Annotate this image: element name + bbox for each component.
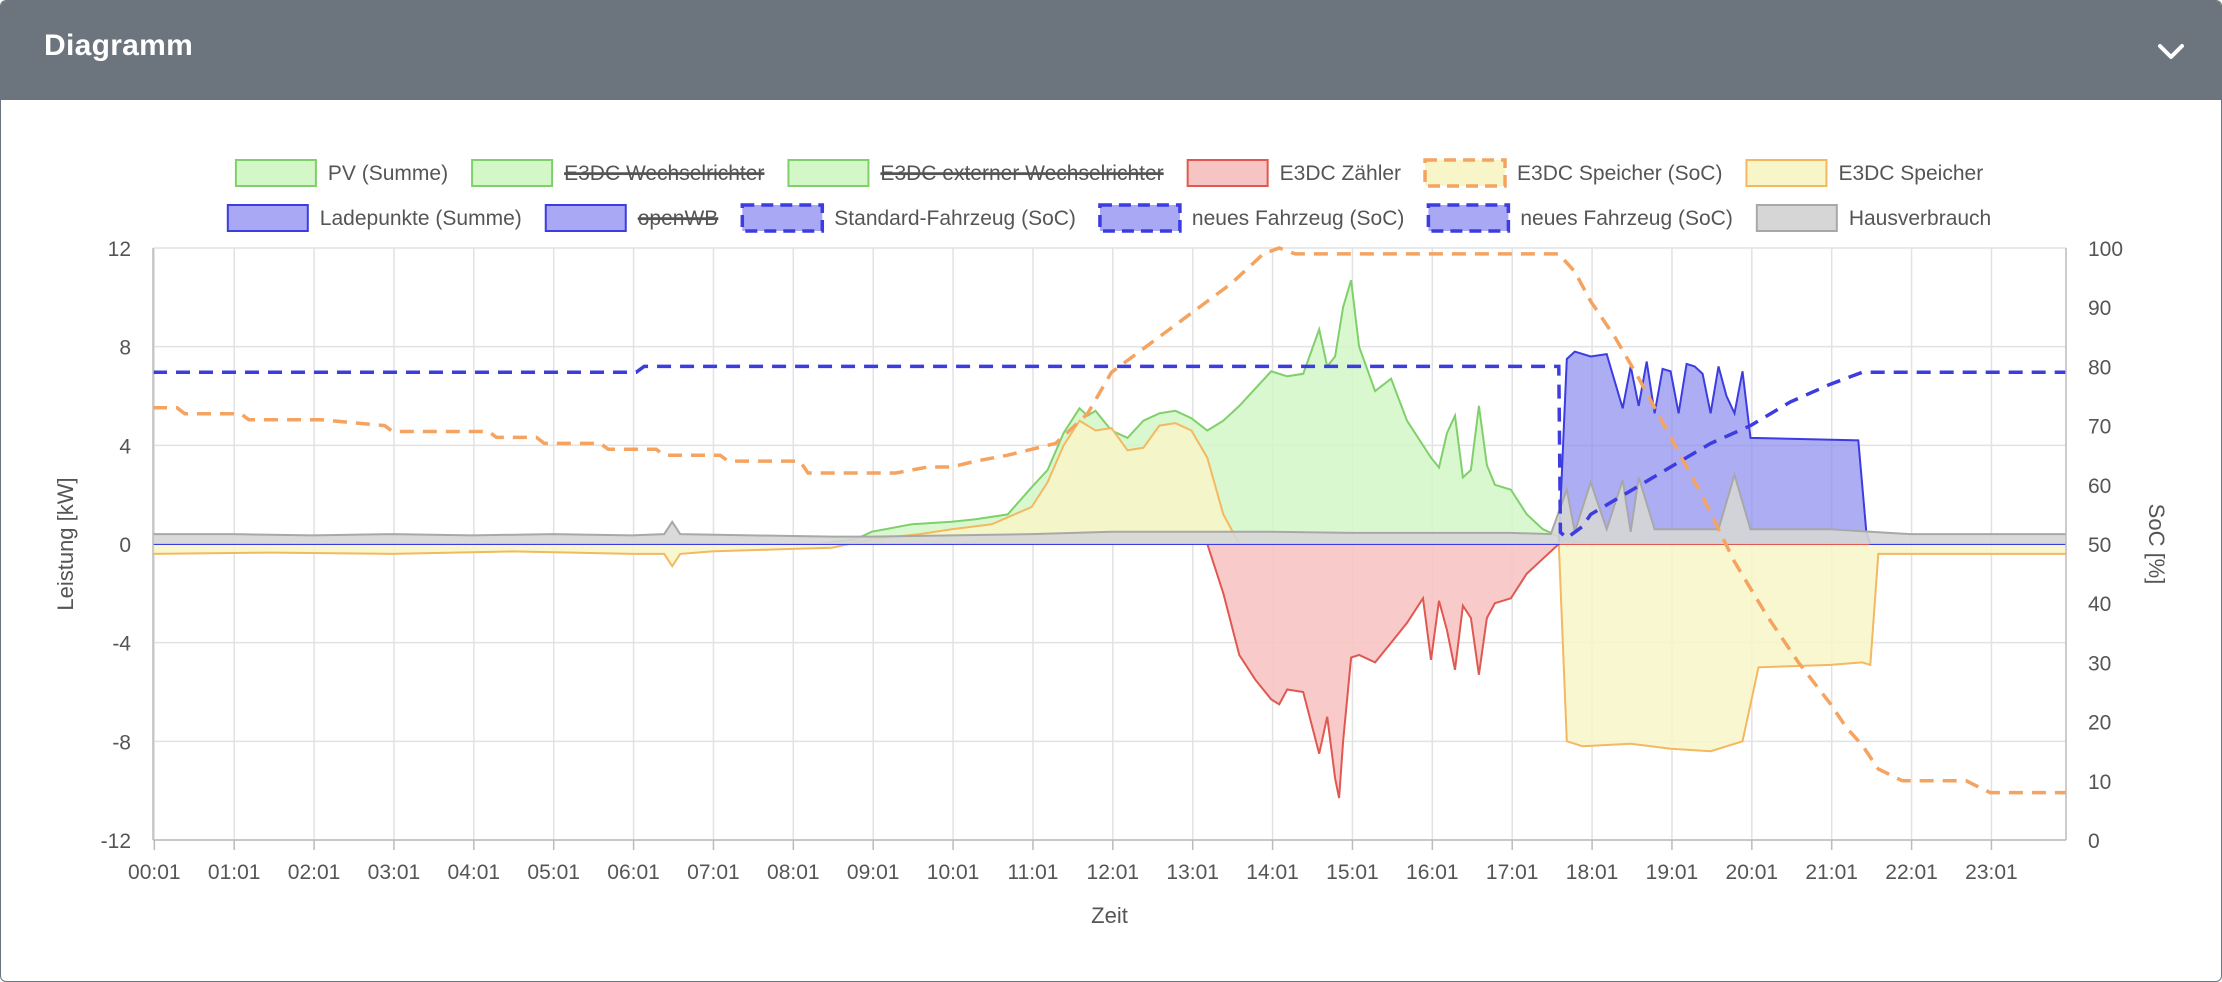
x-tick-label: 23:01 <box>1965 861 2018 884</box>
x-tick-label: 08:01 <box>767 861 820 884</box>
power-soc-chart: PV (Summe) E3DC Wechselrichter E3DC extern… <box>53 158 2169 928</box>
card-title: Diagramm <box>44 29 194 62</box>
series-line-e3dc-z-hler <box>153 543 2066 799</box>
legend-swatch <box>471 159 554 187</box>
x-tick-label: 12:01 <box>1087 861 1140 884</box>
legend-item[interactable]: neues Fahrzeug (SoC) <box>1426 203 1733 233</box>
series-line-pv-summe <box>153 279 2066 545</box>
y2-tick-label: 10 <box>2088 771 2111 794</box>
y2-tick-label: 30 <box>2088 652 2111 675</box>
legend-swatch <box>1426 203 1511 233</box>
legend-label: E3DC Speicher <box>1838 162 1983 185</box>
y2-tick-label: 50 <box>2088 534 2111 557</box>
series-line-e3dc-speicher <box>152 419 2066 753</box>
legend-label: E3DC Zähler <box>1280 162 1401 185</box>
x-tick-label: 15:01 <box>1326 861 1379 884</box>
legend-swatch <box>544 204 627 232</box>
legend-swatch <box>1098 203 1182 233</box>
x-tick-label: 13:01 <box>1166 861 1219 884</box>
y2-tick-label: 100 <box>2088 238 2123 261</box>
chevron-down-icon[interactable] <box>2151 31 2191 71</box>
legend-label: Standard-Fahrzeug (SoC) <box>834 207 1076 230</box>
x-tick-label: 11:01 <box>1007 861 1058 884</box>
legend-swatch <box>1745 159 1828 187</box>
legend-item[interactable]: openWB <box>544 204 719 232</box>
y2-axis-label: SoC [%] <box>2144 504 2169 585</box>
x-tick-label: 06:01 <box>607 861 660 884</box>
x-tick-label: 14:01 <box>1246 861 1299 884</box>
y-tick-label: 12 <box>108 238 131 261</box>
x-tick-label: 21:01 <box>1805 861 1858 884</box>
y2-tick-label: 0 <box>2088 830 2100 853</box>
card-header[interactable]: Diagramm <box>1 1 2221 100</box>
chart-legend: PV (Summe) E3DC Wechselrichter E3DC extern… <box>226 158 1991 233</box>
legend-label: Ladepunkte (Summe) <box>320 207 522 230</box>
y-tick-label: -4 <box>112 633 131 656</box>
y-tick-label: -8 <box>112 731 131 754</box>
legend-item[interactable]: E3DC Wechselrichter <box>471 159 764 187</box>
x-tick-label: 17:01 <box>1486 861 1539 884</box>
y2-tick-label: 40 <box>2088 593 2111 616</box>
legend-item[interactable]: E3DC Speicher (SoC) <box>1423 158 1722 188</box>
legend-swatch <box>740 203 825 233</box>
x-tick-label: 04:01 <box>448 861 501 884</box>
y2-tick-label: 60 <box>2088 475 2111 498</box>
x-tick-label: 18:01 <box>1566 861 1619 884</box>
legend-swatch <box>1423 158 1507 188</box>
legend-label: neues Fahrzeug (SoC) <box>1192 207 1404 230</box>
x-tick-label: 10:01 <box>927 861 980 884</box>
legend-item[interactable]: Standard-Fahrzeug (SoC) <box>740 203 1076 233</box>
legend-label: PV (Summe) <box>328 162 448 185</box>
legend-swatch <box>1755 204 1838 232</box>
chart-series <box>152 246 2066 799</box>
legend-item[interactable]: E3DC Zähler <box>1186 159 1401 187</box>
x-axis-label: Zeit <box>1091 903 1128 928</box>
legend-swatch <box>787 159 870 187</box>
y2-tick-label: 90 <box>2088 297 2111 320</box>
x-tick-label: 07:01 <box>687 861 740 884</box>
x-tick-label: 00:01 <box>128 861 181 884</box>
legend-item[interactable]: PV (Summe) <box>234 159 448 187</box>
x-tick-label: 03:01 <box>368 861 421 884</box>
x-tick-label: 20:01 <box>1726 861 1779 884</box>
legend-item[interactable]: neues Fahrzeug (SoC) <box>1098 203 1404 233</box>
legend-label: neues Fahrzeug (SoC) <box>1520 207 1732 230</box>
series-line-hausverbrauch <box>153 471 2066 538</box>
x-tick-label: 19:01 <box>1646 861 1699 884</box>
legend-row: Ladepunkte (Summe) openWB Standard-Fahrzeu… <box>226 203 1991 233</box>
series-area-e3dc-speicher <box>153 420 2066 752</box>
chart-area: PV (Summe) E3DC Wechselrichter E3DC extern… <box>1 100 2221 981</box>
y-tick-label: 0 <box>119 534 131 557</box>
legend-swatch <box>1186 159 1269 187</box>
y2-tick-label: 20 <box>2088 712 2111 735</box>
y2-tick-label: 70 <box>2088 416 2111 439</box>
x-tick-label: 16:01 <box>1406 861 1459 884</box>
legend-item[interactable]: Ladepunkte (Summe) <box>226 204 522 232</box>
legend-swatch <box>226 204 309 232</box>
legend-swatch <box>234 159 317 187</box>
series-line-ladepunkte-summe <box>153 350 2066 545</box>
y2-tick-label: 80 <box>2088 356 2111 379</box>
legend-row: PV (Summe) E3DC Wechselrichter E3DC extern… <box>234 158 1983 188</box>
x-tick-label: 02:01 <box>288 861 341 884</box>
legend-label: E3DC Speicher (SoC) <box>1517 162 1722 185</box>
legend-item[interactable]: E3DC Speicher <box>1745 159 1983 187</box>
x-tick-label: 22:01 <box>1885 861 1938 884</box>
y-tick-label: -12 <box>101 830 131 853</box>
x-tick-label: 05:01 <box>527 861 580 884</box>
x-tick-label: 09:01 <box>847 861 900 884</box>
legend-label: Hausverbrauch <box>1849 207 1991 230</box>
x-tick-label: 01:01 <box>208 861 261 884</box>
y-tick-label: 8 <box>119 337 131 360</box>
legend-item[interactable]: Hausverbrauch <box>1755 204 1991 232</box>
y-tick-label: 4 <box>119 435 131 458</box>
series-line-standard-fahrzeug-soc <box>153 364 2066 541</box>
series-line-e3dc-speicher-soc <box>153 246 2066 795</box>
y-axis-label: Leistung [kW] <box>53 477 78 610</box>
legend-item[interactable]: E3DC externer Wechselrichter <box>787 159 1164 187</box>
